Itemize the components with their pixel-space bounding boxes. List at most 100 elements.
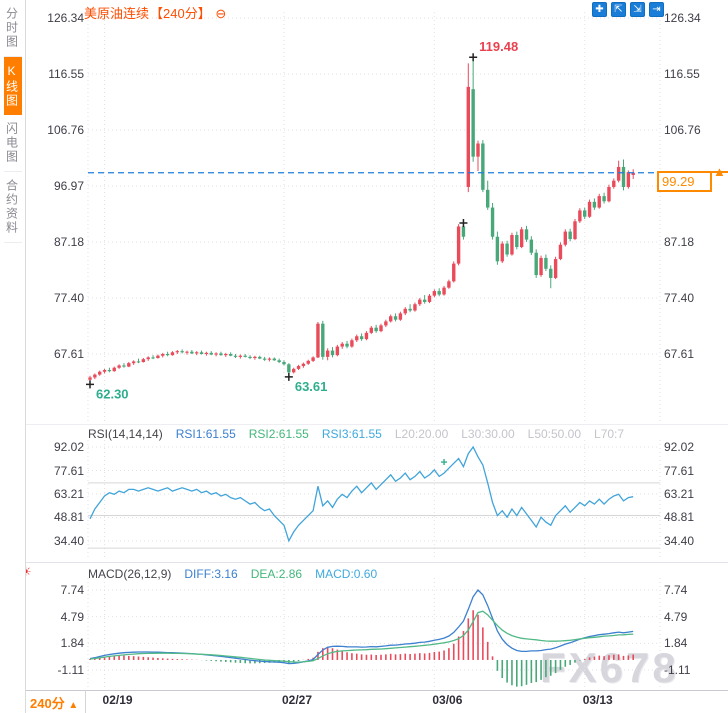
candle-body bbox=[587, 201, 592, 217]
candle-body bbox=[321, 323, 325, 357]
candle-body bbox=[151, 357, 155, 359]
candle-body bbox=[626, 172, 631, 187]
price-marker-label: 63.61 bbox=[295, 379, 328, 394]
candle-body bbox=[616, 166, 621, 181]
candle-body bbox=[583, 210, 587, 217]
y-axis-label: 67.61 bbox=[664, 346, 695, 361]
candle-body bbox=[563, 231, 567, 245]
last-price-tag: 99.29 bbox=[657, 171, 712, 192]
rsi-l20: L20:20.00 bbox=[394, 427, 449, 441]
price-marker-cross bbox=[469, 53, 478, 62]
rsi-l30: L30:30.00 bbox=[461, 427, 515, 441]
candle-body bbox=[98, 371, 102, 375]
candle-body bbox=[306, 360, 310, 364]
y-axis-label: 77.61 bbox=[664, 463, 695, 478]
chart-toolbar: ✚ ⇱ ⇲ ⇥ bbox=[592, 2, 664, 17]
candle-body bbox=[214, 353, 218, 355]
separator-rsi-macd bbox=[26, 562, 728, 563]
macd-diff-value: DIFF:3.16 bbox=[184, 567, 238, 581]
candle-body bbox=[238, 355, 243, 357]
sidebar: 分时图 K线图 闪电图 合约资料 bbox=[0, 0, 26, 713]
candle-body bbox=[156, 355, 160, 359]
rsi2-value: RSI2:61.55 bbox=[248, 427, 309, 441]
candle-body bbox=[258, 356, 262, 359]
rsi-indicator-header: RSI(14,14,14) RSI1:61.55 RSI2:61.55 RSI3… bbox=[88, 427, 658, 441]
x-axis-date-label: 03/06 bbox=[432, 693, 463, 707]
candle-body bbox=[403, 308, 407, 314]
sidebar-item-lightning-chart[interactable]: 闪电图 bbox=[3, 115, 22, 172]
candle-body bbox=[122, 365, 126, 367]
y-axis-label: 7.74 bbox=[60, 583, 84, 597]
candle-body bbox=[573, 221, 577, 240]
rsi-params: RSI(14,14,14) bbox=[88, 427, 163, 441]
candle-body bbox=[408, 308, 412, 311]
candle-body bbox=[442, 287, 446, 295]
price-marker-cross bbox=[459, 219, 468, 228]
candle-body bbox=[316, 323, 320, 358]
y-axis-label: 126.34 bbox=[664, 11, 701, 25]
y-axis-label: 1.84 bbox=[664, 636, 688, 651]
footer-period-label: 240分 bbox=[30, 696, 65, 711]
sidebar-item-contract-info[interactable]: 合约资料 bbox=[3, 172, 22, 243]
sidebar-item-candlestick-chart[interactable]: K线图 bbox=[3, 57, 22, 115]
exit-chart-icon[interactable]: ⇥ bbox=[649, 2, 664, 17]
y-axis-label: 92.02 bbox=[53, 440, 84, 454]
candle-body bbox=[558, 244, 563, 260]
y-axis-label: 77.61 bbox=[53, 463, 84, 478]
price-tag-line bbox=[712, 171, 728, 173]
y-axis-label: 63.21 bbox=[664, 487, 695, 501]
zoom-in-axes-icon[interactable]: ⇱ bbox=[611, 2, 626, 17]
rsi-l50: L50:50.00 bbox=[527, 427, 582, 441]
y-axis-label: 77.40 bbox=[664, 290, 695, 305]
candle-body bbox=[592, 201, 597, 208]
pan-tool-icon[interactable]: ✚ bbox=[592, 2, 607, 17]
chart-title: 美原油连续【240分】 ⊖ bbox=[84, 3, 227, 22]
y-axis-label: -1.11 bbox=[664, 662, 691, 677]
candle-body bbox=[398, 313, 403, 320]
x-axis-date-label: 02/19 bbox=[102, 693, 133, 707]
y-axis-label: 87.18 bbox=[664, 235, 695, 249]
candle-body bbox=[612, 180, 616, 187]
candle-body bbox=[568, 231, 572, 240]
sidebar-item-time-chart[interactable]: 分时图 bbox=[3, 0, 22, 57]
zoom-out-axes-icon[interactable]: ⇲ bbox=[630, 2, 645, 17]
candle-body bbox=[519, 229, 524, 248]
price-marker-cross bbox=[86, 380, 94, 389]
candle-body bbox=[553, 259, 558, 278]
candle-body bbox=[165, 354, 170, 356]
y-axis-label: 34.40 bbox=[664, 534, 695, 548]
candle-body bbox=[393, 316, 398, 320]
candle-body bbox=[248, 356, 252, 359]
candle-body bbox=[209, 352, 213, 355]
candle-body bbox=[461, 226, 466, 237]
candle-body bbox=[621, 166, 626, 187]
rsi-line bbox=[89, 445, 634, 543]
y-axis-label: 48.81 bbox=[53, 510, 84, 525]
candle-body bbox=[544, 257, 548, 269]
price-up-arrow-icon: ▲ bbox=[713, 164, 726, 179]
candle-body bbox=[539, 257, 543, 276]
y-axis-label: 96.97 bbox=[53, 179, 84, 193]
candle-body bbox=[364, 332, 369, 340]
footer-period-selector[interactable]: 240分 ▲ bbox=[30, 693, 78, 712]
candle-body bbox=[355, 336, 359, 341]
price-marker-label: 119.48 bbox=[479, 39, 518, 54]
candle-body bbox=[262, 358, 267, 360]
y-axis-label: 116.55 bbox=[664, 67, 700, 81]
macd-hist-value: MACD:0.60 bbox=[315, 567, 378, 581]
candle-body bbox=[466, 86, 470, 187]
candle-body bbox=[437, 291, 441, 295]
x-axis-date-label: 02/27 bbox=[282, 693, 313, 707]
candle-body bbox=[141, 359, 146, 363]
candle-body bbox=[146, 357, 150, 360]
collapse-icon[interactable]: ⊖ bbox=[215, 6, 227, 21]
candle-body bbox=[631, 172, 635, 175]
candle-body bbox=[107, 370, 112, 372]
candle-body bbox=[471, 89, 475, 157]
y-axis-label: 63.21 bbox=[53, 487, 84, 501]
candle-body bbox=[413, 304, 417, 311]
candle-body bbox=[204, 352, 209, 355]
candle-body bbox=[267, 358, 272, 360]
candle-body bbox=[447, 281, 451, 288]
